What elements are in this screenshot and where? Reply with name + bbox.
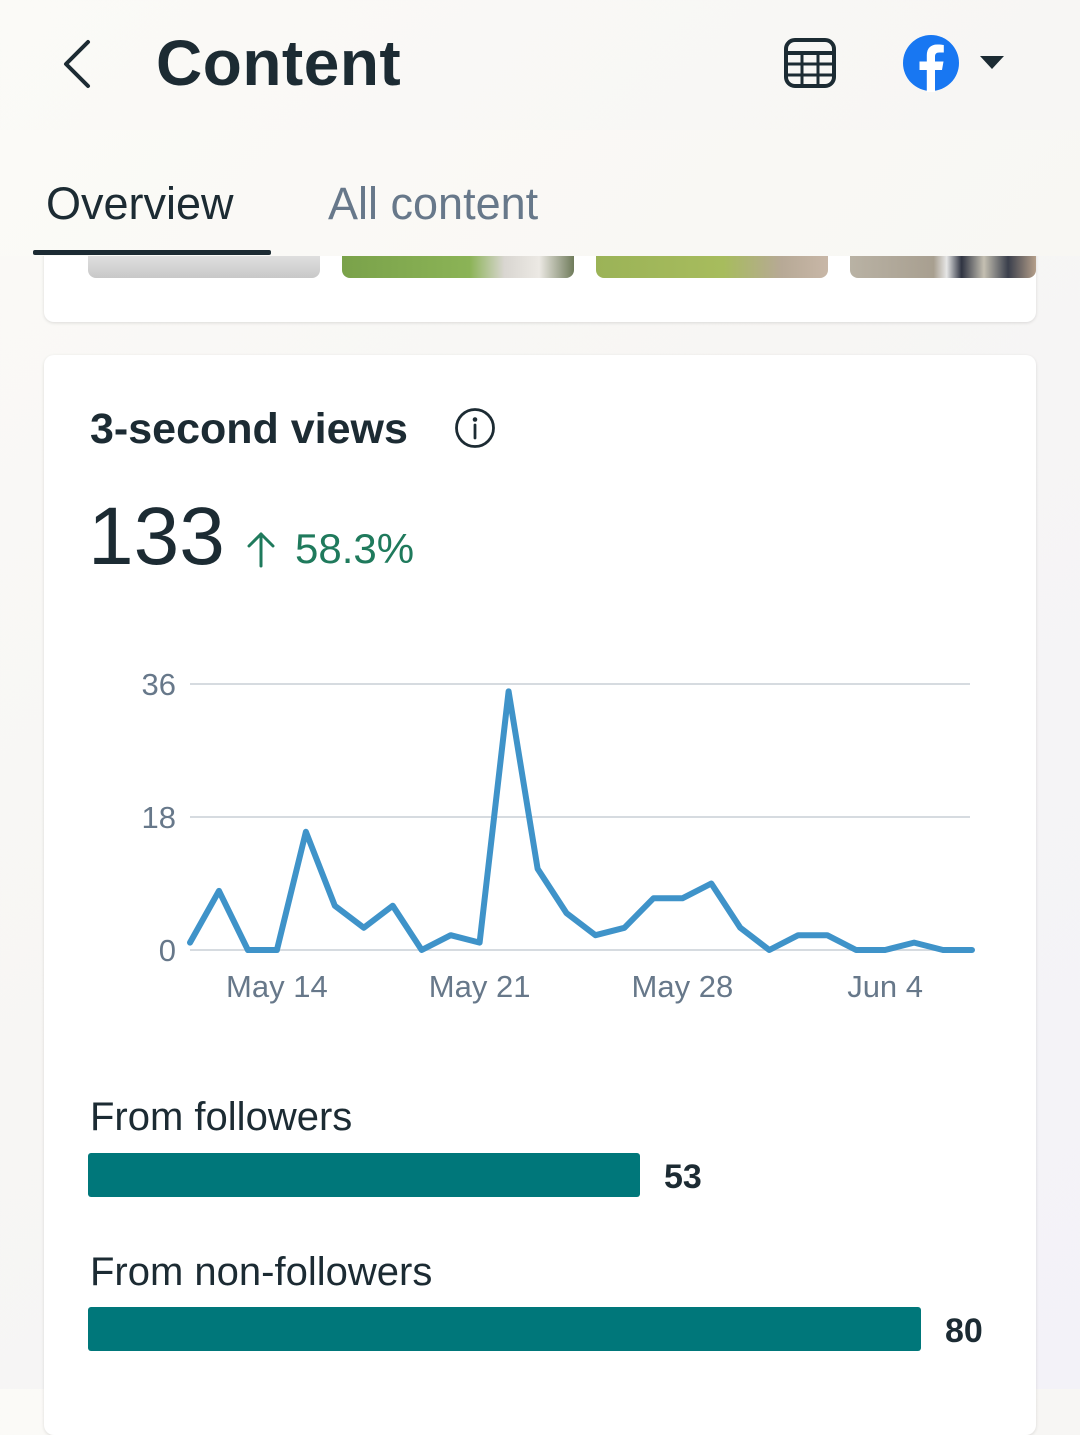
info-button[interactable]	[454, 407, 496, 449]
back-button[interactable]	[50, 28, 110, 98]
x-tick-label: Jun 4	[847, 969, 923, 1004]
x-tick-label: May 21	[429, 969, 531, 1004]
facebook-icon	[903, 35, 959, 92]
calendar-button[interactable]	[780, 34, 840, 94]
tab-bar-overlay: Overview All content	[0, 150, 1080, 256]
followers-bar	[88, 1153, 921, 1197]
page-title: Content	[156, 27, 402, 99]
tab-overview-label[interactable]: Overview	[46, 178, 234, 229]
content-thumbnail[interactable]	[596, 256, 828, 278]
followers-bar-fill	[88, 1153, 640, 1197]
followers-value: 53	[664, 1158, 702, 1196]
y-tick-label: 36	[142, 667, 176, 702]
non-followers-bar-fill	[88, 1307, 921, 1351]
arrow-up-icon	[247, 532, 275, 568]
non-followers-label: From non-followers	[90, 1250, 433, 1294]
metric-change: 58.3%	[295, 525, 415, 572]
caret-down-icon	[980, 56, 1004, 69]
x-tick-label: May 28	[632, 969, 734, 1004]
metric-title: 3-second views	[90, 405, 408, 453]
views-series-line	[187, 688, 975, 953]
chevron-left-icon	[64, 40, 90, 88]
info-icon	[455, 408, 495, 448]
non-followers-value: 80	[945, 1312, 983, 1350]
top-app-bar: Content	[0, 0, 1080, 130]
three-second-views-card: 3-second views 133 58.3% 36 18 0 May 14 May …	[44, 355, 1036, 1435]
y-tick-label: 18	[142, 800, 176, 835]
content-thumbnail[interactable]	[342, 256, 574, 278]
followers-label: From followers	[90, 1095, 353, 1139]
account-switcher-button[interactable]	[900, 30, 1012, 96]
content-thumbnail[interactable]	[88, 256, 320, 278]
active-tab-underline	[33, 250, 271, 255]
views-line-chart: 36 18 0 May 14 May 21 May 28 Jun 4	[142, 667, 975, 1004]
non-followers-bar	[88, 1307, 921, 1351]
y-tick-label: 0	[159, 933, 176, 968]
x-tick-label: May 14	[226, 969, 328, 1004]
tab-bar-backdrop	[0, 130, 1080, 256]
content-thumbnails	[44, 256, 1036, 282]
tab-all-content-label[interactable]: All content	[328, 178, 539, 229]
content-thumbnail[interactable]	[850, 256, 1036, 278]
metric-value: 133	[88, 491, 225, 582]
calendar-table-icon	[784, 38, 836, 88]
